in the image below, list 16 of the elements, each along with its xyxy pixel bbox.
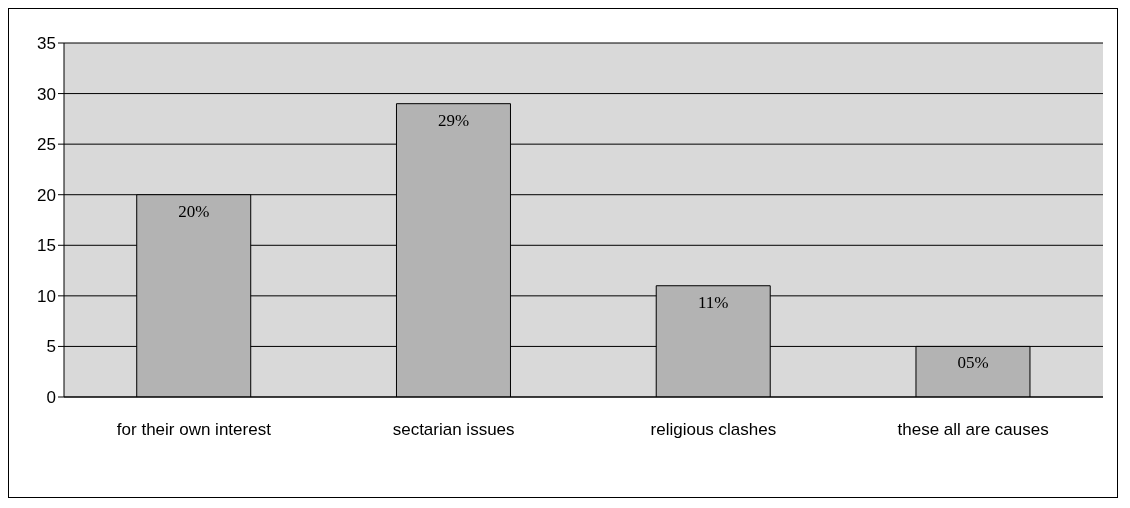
y-tick-label: 20 <box>37 185 56 205</box>
data-label: 11% <box>697 292 729 312</box>
x-tick-label: sectarian issues <box>392 420 515 440</box>
data-label: 05% <box>957 353 989 373</box>
data-label: 29% <box>437 110 470 130</box>
data-label: 20% <box>178 201 210 221</box>
y-tick-label: 30 <box>37 84 56 104</box>
y-tick-label: 0 <box>46 388 56 408</box>
y-tick-label: 15 <box>37 236 56 256</box>
x-tick-label: these all are causes <box>897 420 1049 440</box>
y-tick-label: 35 <box>37 34 56 54</box>
y-tick-label: 25 <box>37 135 56 155</box>
x-tick-label: religious clashes <box>650 420 777 440</box>
x-tick-label: for their own interest <box>116 420 272 440</box>
y-tick-label: 10 <box>37 286 56 306</box>
y-tick-label: 5 <box>46 337 56 357</box>
